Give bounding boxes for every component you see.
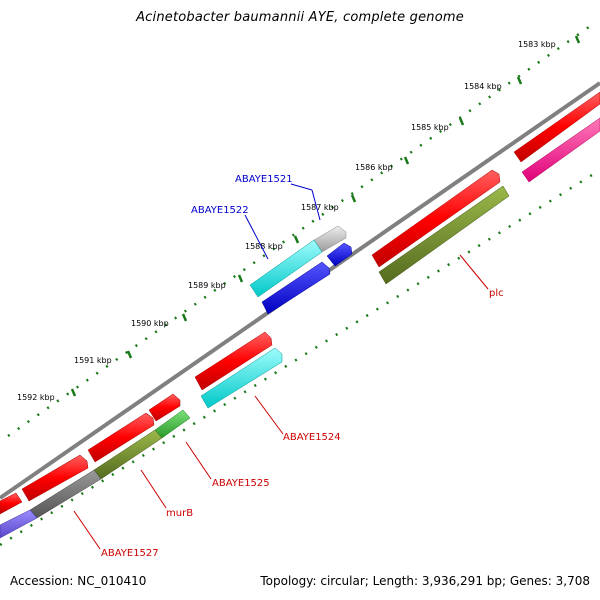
- feature-blue-small[interactable]: [326, 242, 353, 267]
- tick-label-1589: 1589 kbp: [188, 281, 226, 290]
- tick-label-1586: 1586 kbp: [355, 163, 393, 172]
- feature-ABAYE1527-purple[interactable]: [0, 509, 38, 539]
- feature-ABAYE1522[interactable]: [249, 239, 323, 298]
- leader-ABAYE1524: [254, 395, 284, 435]
- tick-label-1584: 1584 kbp: [464, 82, 502, 91]
- tick-label-1583: 1583 kbp: [518, 40, 556, 49]
- feature-cds-forward-plc-region[interactable]: [371, 169, 501, 268]
- label-ABAYE1527[interactable]: ABAYE1527: [101, 548, 159, 559]
- leader-ABAYE1527: [73, 510, 101, 550]
- leader-plc: [459, 254, 489, 290]
- leader-ABAYE1521-b: [311, 189, 321, 221]
- accession-text: Accession: NC_010410: [10, 574, 147, 588]
- feature-cds-forward-1[interactable]: [513, 91, 600, 163]
- genome-summary-text: Topology: circular; Length: 3,936,291 bp…: [260, 574, 590, 588]
- label-plc[interactable]: plc: [489, 288, 504, 299]
- label-ABAYE1521[interactable]: ABAYE1521: [235, 174, 293, 185]
- feature-magenta[interactable]: [521, 117, 600, 183]
- label-ABAYE1524[interactable]: ABAYE1524: [283, 432, 341, 443]
- feature-cds-forward-3[interactable]: [87, 412, 155, 463]
- leader-ABAYE1521: [290, 183, 313, 191]
- feature-ABAYE1524-forward[interactable]: [194, 331, 273, 391]
- feature-blue-reverse[interactable]: [261, 261, 331, 315]
- tick-label-1590: 1590 kbp: [131, 319, 169, 328]
- outer-ruler-line: [7, 20, 597, 438]
- leader-ABAYE1522: [244, 214, 269, 260]
- tick-label-1585: 1585 kbp: [411, 123, 449, 132]
- tick-label-1591: 1591 kbp: [74, 356, 112, 365]
- label-ABAYE1522[interactable]: ABAYE1522: [191, 205, 249, 216]
- tick-label-1588: 1588 kbp: [245, 242, 283, 251]
- feature-plc[interactable]: [378, 185, 510, 285]
- leader-murB: [140, 469, 167, 509]
- feature-ABAYE1524[interactable]: [200, 347, 283, 409]
- label-murB[interactable]: murB: [166, 508, 193, 519]
- feature-cds-forward-2[interactable]: [148, 393, 181, 422]
- map-title: Acinetobacter baumannii AYE, complete ge…: [136, 10, 464, 25]
- inner-ruler-line: [0, 168, 600, 547]
- tick-label-1592: 1592 kbp: [17, 393, 55, 402]
- feature-cds-forward-4[interactable]: [21, 454, 89, 502]
- tick-label-1587: 1587 kbp: [301, 203, 339, 212]
- ruler-major-ticks: [70, 35, 581, 397]
- feature-cds-forward-5[interactable]: [0, 492, 23, 515]
- label-ABAYE1525[interactable]: ABAYE1525: [212, 478, 270, 489]
- leader-ABAYE1525: [185, 441, 212, 480]
